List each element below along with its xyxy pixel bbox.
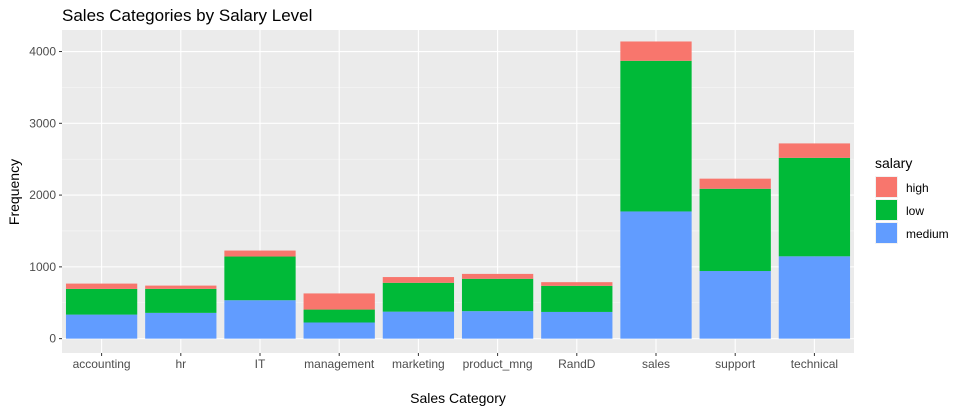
bar-segment-medium [303,322,375,339]
bar-segment-medium [620,211,692,339]
bar-segment-high [303,293,375,310]
x-tick-label: product_mng [463,357,533,371]
x-axis-title: Sales Category [410,390,506,406]
y-tick-label: 4000 [29,45,56,59]
legend-label-medium: medium [906,227,949,241]
x-tick-label: IT [255,357,266,371]
y-tick-label: 0 [49,332,56,346]
y-tick-label: 1000 [29,260,56,274]
bar-segment-low [699,188,771,272]
x-tick-label: technical [791,357,838,371]
bar-segment-low [382,282,455,312]
bar-segment-medium [699,271,771,339]
bar-segment-low [303,309,375,323]
legend-swatch-high [876,177,897,197]
legend: salary high low medium [875,155,949,244]
legend-swatch-low [876,200,897,220]
bar-segment-high [224,250,296,257]
legend-label-high: high [906,181,929,195]
legend-title: salary [875,155,912,171]
bar-segment-low [224,256,296,301]
bar-segment-medium [145,312,217,339]
bar-segment-high [699,178,771,189]
x-tick-label: accounting [73,357,131,371]
bar-segment-medium [461,311,534,339]
bar-segment-low [541,285,613,312]
bar-segment-high [778,143,851,158]
x-tick-label: marketing [392,357,445,371]
bar-segment-medium [778,256,851,339]
bar-segment-low [461,278,534,312]
bar-segment-high [145,285,217,289]
y-axis-ticks: 0 1000 2000 3000 4000 [29,45,62,346]
bar-segment-low [620,60,692,212]
x-tick-label: sales [642,357,670,371]
legend-swatch-medium [876,223,897,243]
bar-segment-low [145,288,217,313]
bar-segment-medium [224,300,296,339]
y-axis-title: Frequency [6,159,22,225]
bar-segment-medium [541,311,613,339]
x-tick-label: hr [175,357,186,371]
bar-segment-medium [382,311,455,339]
bar-segment-low [778,157,851,257]
bar-segment-high [461,273,534,279]
legend-label-low: low [906,204,924,218]
bars [65,41,851,339]
bar-segment-low [65,288,138,315]
bar-segment-medium [65,314,138,339]
x-tick-label: RandD [558,357,596,371]
y-tick-label: 3000 [29,116,56,130]
bar-segment-high [65,283,138,289]
bar-segment-high [620,41,692,61]
x-tick-label: management [304,357,375,371]
bar-segment-high [382,277,455,283]
x-tick-label: support [715,357,756,371]
chart-title: Sales Categories by Salary Level [62,6,313,25]
bar-segment-high [541,282,613,286]
x-axis-ticks: accounting hr IT management marketing product… [73,353,838,371]
y-tick-label: 2000 [29,188,56,202]
